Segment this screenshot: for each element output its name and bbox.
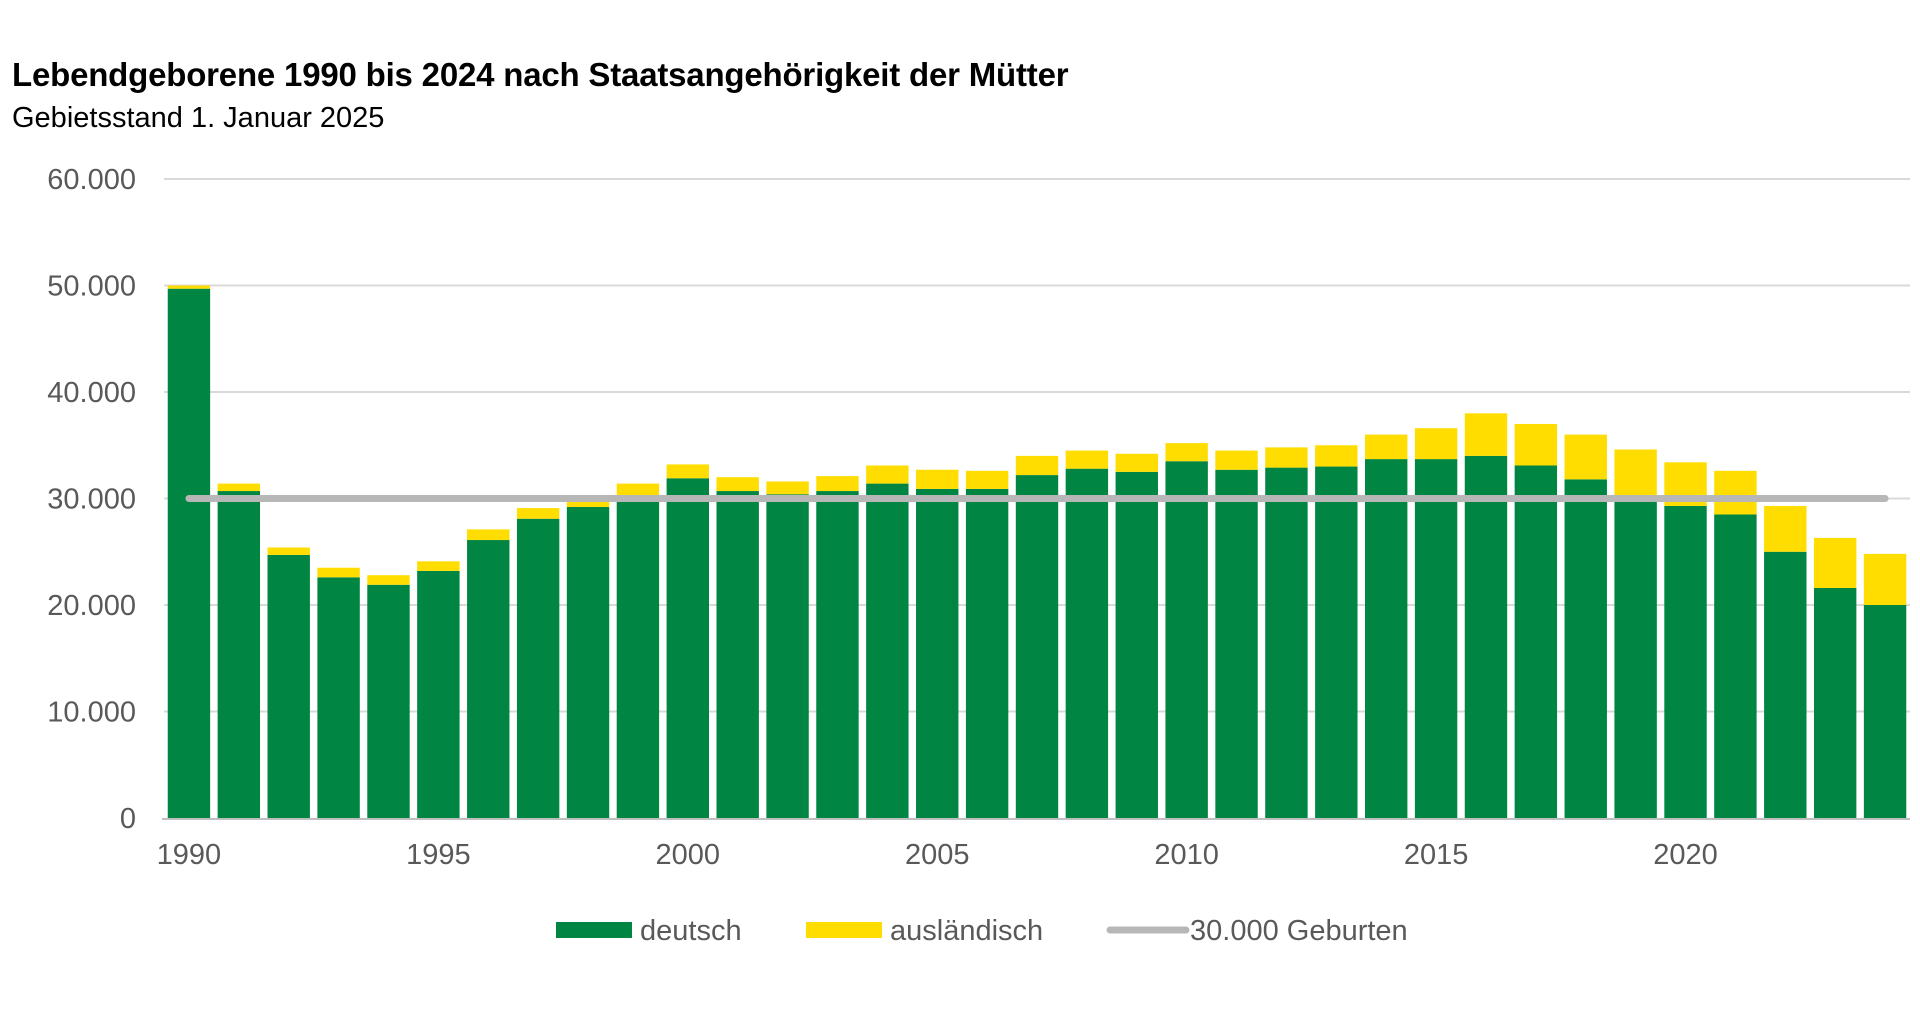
bar-auslaendisch-2008 bbox=[1065, 450, 1109, 469]
bar-deutsch-1995 bbox=[417, 570, 460, 818]
bar-auslaendisch-2000 bbox=[666, 464, 710, 479]
bar-deutsch-2003 bbox=[816, 491, 859, 818]
bar-auslaendisch-1995 bbox=[417, 561, 460, 571]
bar-deutsch-1999 bbox=[616, 499, 660, 818]
legend-label-auslaendisch: ausländisch bbox=[890, 915, 1043, 947]
bar-auslaendisch-2023 bbox=[1813, 537, 1857, 588]
bar-auslaendisch-1991 bbox=[217, 483, 261, 492]
bar-auslaendisch-2014 bbox=[1364, 434, 1408, 460]
x-tick-label: 2005 bbox=[905, 839, 970, 871]
bar-auslaendisch-2005 bbox=[916, 469, 959, 489]
bar-auslaendisch-2013 bbox=[1315, 445, 1358, 467]
bar-auslaendisch-1998 bbox=[566, 500, 610, 508]
bar-deutsch-2014 bbox=[1364, 459, 1408, 818]
bar-deutsch-1997 bbox=[516, 518, 560, 818]
bar-deutsch-1991 bbox=[217, 491, 261, 818]
bar-deutsch-2010 bbox=[1165, 461, 1208, 818]
bar-auslaendisch-2001 bbox=[716, 477, 759, 492]
bar-deutsch-2020 bbox=[1664, 505, 1707, 818]
bar-deutsch-1990 bbox=[167, 288, 211, 818]
bar-deutsch-2024 bbox=[1863, 605, 1907, 818]
bar-deutsch-2005 bbox=[916, 488, 959, 818]
bar-auslaendisch-1997 bbox=[516, 508, 560, 519]
chart-title: Lebendgeborene 1990 bis 2024 nach Staats… bbox=[12, 56, 1069, 93]
bar-deutsch-1992 bbox=[267, 554, 310, 818]
bar-auslaendisch-2006 bbox=[965, 470, 1009, 489]
y-tick-label: 20.000 bbox=[47, 590, 136, 622]
bar-auslaendisch-1992 bbox=[267, 547, 310, 555]
bar-deutsch-2019 bbox=[1614, 498, 1657, 818]
bar-deutsch-2013 bbox=[1315, 466, 1358, 818]
bar-deutsch-2023 bbox=[1813, 587, 1857, 818]
bar-deutsch-2002 bbox=[766, 494, 809, 818]
bar-deutsch-2004 bbox=[866, 483, 909, 818]
bar-deutsch-2017 bbox=[1514, 465, 1558, 818]
y-tick-label: 0 bbox=[120, 803, 136, 835]
bar-deutsch-2007 bbox=[1015, 475, 1059, 818]
chart-subtitle: Gebietsstand 1. Januar 2025 bbox=[12, 102, 385, 134]
bar-auslaendisch-1990 bbox=[167, 285, 211, 289]
bar-auslaendisch-2012 bbox=[1265, 447, 1308, 468]
y-tick-label: 30.000 bbox=[47, 484, 136, 516]
legend-label-reference: 30.000 Geburten bbox=[1190, 915, 1408, 947]
bar-deutsch-2008 bbox=[1065, 468, 1109, 818]
bar-auslaendisch-2002 bbox=[766, 481, 809, 495]
bar-deutsch-1993 bbox=[317, 577, 360, 818]
bar-auslaendisch-2011 bbox=[1215, 450, 1258, 470]
bar-deutsch-1996 bbox=[467, 540, 510, 818]
x-tick-label: 2020 bbox=[1653, 839, 1718, 871]
y-tick-label: 40.000 bbox=[47, 377, 136, 409]
x-tick-label: 2010 bbox=[1154, 839, 1219, 871]
bar-auslaendisch-2015 bbox=[1414, 428, 1458, 460]
bar-auslaendisch-2019 bbox=[1614, 449, 1657, 499]
x-tick-label: 1995 bbox=[406, 839, 471, 871]
y-tick-label: 60.000 bbox=[47, 164, 136, 196]
bar-deutsch-2015 bbox=[1414, 459, 1458, 818]
bar-deutsch-2000 bbox=[666, 478, 710, 818]
y-tick-label: 50.000 bbox=[47, 271, 136, 303]
bar-deutsch-2022 bbox=[1764, 551, 1807, 818]
bar-auslaendisch-1994 bbox=[367, 575, 410, 585]
bar-auslaendisch-2022 bbox=[1764, 505, 1807, 552]
bar-deutsch-2016 bbox=[1464, 455, 1508, 818]
bar-deutsch-1998 bbox=[566, 507, 610, 818]
bar-auslaendisch-2017 bbox=[1514, 423, 1558, 466]
bar-auslaendisch-2018 bbox=[1564, 434, 1607, 480]
legend-swatch-auslaendisch bbox=[806, 922, 882, 938]
bar-deutsch-1994 bbox=[367, 584, 410, 818]
bar-auslaendisch-2010 bbox=[1165, 443, 1208, 462]
bar-auslaendisch-1996 bbox=[467, 529, 510, 541]
bar-deutsch-2011 bbox=[1215, 469, 1258, 818]
legend-swatch-deutsch bbox=[556, 922, 632, 938]
bar-deutsch-2006 bbox=[965, 488, 1009, 818]
bar-auslaendisch-2004 bbox=[866, 465, 909, 484]
y-tick-label: 10.000 bbox=[47, 697, 136, 729]
bar-deutsch-2001 bbox=[716, 491, 759, 818]
bar-auslaendisch-2021 bbox=[1714, 470, 1757, 515]
bar-deutsch-2009 bbox=[1115, 471, 1158, 818]
bar-auslaendisch-2007 bbox=[1015, 455, 1059, 476]
legend-label-deutsch: deutsch bbox=[640, 915, 742, 947]
bar-deutsch-2021 bbox=[1714, 514, 1757, 818]
bar-deutsch-2012 bbox=[1265, 467, 1308, 818]
bar-auslaendisch-2016 bbox=[1464, 413, 1508, 456]
bar-deutsch-2018 bbox=[1564, 479, 1607, 818]
bar-auslaendisch-2024 bbox=[1863, 553, 1907, 605]
x-tick-label: 2015 bbox=[1404, 839, 1469, 871]
x-tick-label: 2000 bbox=[656, 839, 721, 871]
x-tick-label: 1990 bbox=[157, 839, 222, 871]
bar-auslaendisch-2003 bbox=[816, 476, 859, 492]
bar-auslaendisch-2009 bbox=[1115, 453, 1158, 472]
bar-auslaendisch-1993 bbox=[317, 567, 360, 578]
